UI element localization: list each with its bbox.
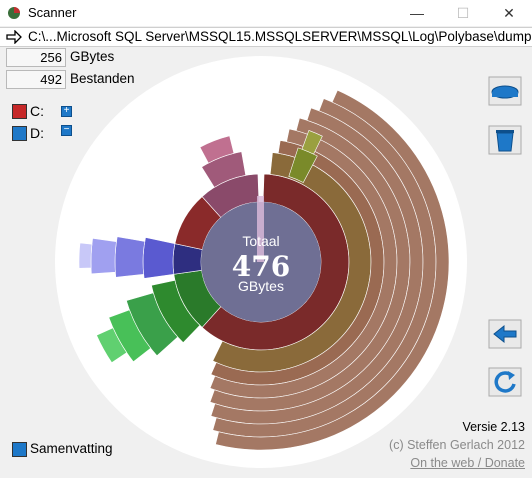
segment-brown[interactable] (210, 107, 424, 425)
current-path: C:\...Microsoft SQL Server\MSSQL15.MSSQL… (28, 29, 532, 44)
path-bar: C:\...Microsoft SQL Server\MSSQL15.MSSQL… (0, 27, 532, 47)
copyright-label: (c) Steffen Gerlach 2012 (389, 438, 525, 452)
segment-brown[interactable] (209, 128, 398, 399)
minimize-button[interactable]: — (410, 5, 424, 21)
summary-icon (12, 442, 27, 457)
segment-blue[interactable] (142, 237, 176, 279)
summary-label: Samenvatting (30, 441, 113, 456)
segment-blue[interactable] (114, 236, 146, 278)
segment-pink[interactable] (199, 135, 235, 164)
drive-c-icon (12, 104, 27, 119)
drive-c-expand-button[interactable]: + (61, 106, 72, 117)
drive-d-collapse-button[interactable]: − (61, 125, 72, 136)
drive-c[interactable]: C: (12, 103, 82, 120)
right-arrow-icon[interactable] (6, 30, 22, 44)
disk-drive-button[interactable] (488, 76, 522, 106)
center-label-top: Totaal (242, 233, 279, 249)
segment-ring1[interactable] (173, 270, 222, 328)
segment-green[interactable] (96, 327, 128, 364)
segment-ring1[interactable] (174, 196, 222, 250)
segment-olive[interactable] (288, 147, 318, 183)
segment-olive[interactable] (301, 130, 323, 155)
window-title: Scanner (28, 5, 77, 20)
center-slice (257, 196, 264, 262)
segment-ring1[interactable] (201, 173, 260, 218)
segment-green[interactable] (151, 279, 201, 343)
segment-ring1[interactable] (201, 173, 350, 351)
maximize-button[interactable]: ☐ (456, 5, 470, 21)
drive-c-label: C: (30, 103, 44, 119)
refresh-button[interactable] (488, 367, 522, 397)
segment-brown[interactable] (210, 140, 385, 386)
size-unit: GBytes (70, 49, 115, 64)
title-bar: Scanner — ☐ ✕ (0, 0, 532, 26)
back-button[interactable] (488, 319, 522, 349)
segment-ring1[interactable] (172, 243, 203, 275)
segment-brown[interactable] (209, 117, 411, 412)
trash-bin-button[interactable] (488, 125, 522, 155)
drive-d[interactable]: D: (12, 125, 82, 142)
size-value: 256 (6, 48, 66, 67)
segment-blue[interactable] (78, 242, 93, 269)
center-total: 476 (232, 250, 290, 283)
center-disk[interactable] (201, 202, 321, 322)
files-unit: Bestanden (70, 71, 135, 86)
app-icon (8, 7, 20, 19)
segment-green[interactable] (108, 309, 152, 363)
close-button[interactable]: ✕ (503, 5, 515, 21)
center-label-unit: GBytes (238, 278, 284, 294)
chart-background (55, 56, 467, 468)
drive-d-icon (12, 126, 27, 141)
segment-brown[interactable] (212, 98, 437, 438)
segment-brown[interactable] (212, 152, 372, 373)
drive-d-label: D: (30, 125, 44, 141)
files-value: 492 (6, 70, 66, 89)
segment-brown[interactable] (215, 89, 450, 451)
segment-pink[interactable] (201, 151, 247, 188)
web-donate-link[interactable]: On the web / Donate (410, 456, 525, 470)
segment-blue[interactable] (90, 238, 117, 275)
segment-green[interactable] (126, 292, 179, 357)
version-label: Versie 2.13 (462, 420, 525, 434)
